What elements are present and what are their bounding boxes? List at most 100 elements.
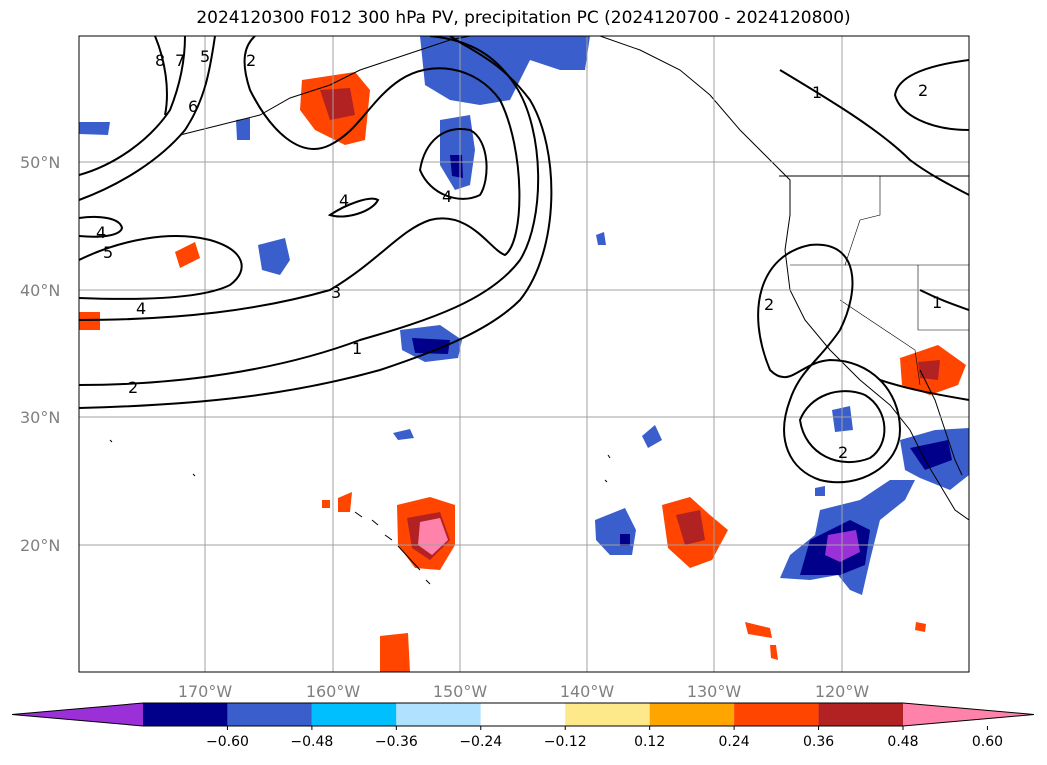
contour-label: 6: [188, 97, 198, 116]
lon-label: 160°W: [306, 682, 361, 701]
contour-label: 1: [932, 293, 942, 312]
precip-blob-negative: [450, 155, 463, 178]
precip-blob-negative: [596, 232, 606, 245]
pv-contour-line: [798, 390, 886, 463]
map-plot-area: 8 7 5 2 6 4 5 4 4 4 3 1 2 1 2 2 2 1: [79, 36, 969, 672]
contour-label: 1: [812, 83, 822, 102]
lat-label: 40°N: [20, 281, 60, 300]
contour-label: 2: [918, 81, 928, 100]
contour-label: 3: [331, 283, 341, 302]
colorbar-outline: [11, 702, 1035, 727]
contour-label: 8: [155, 51, 165, 70]
precip-blob-negative: [440, 115, 475, 190]
contour-label: 4: [96, 223, 106, 242]
pv-contour-line: [79, 36, 186, 176]
precip-blob-negative: [79, 122, 110, 135]
pv-contour-line: [154, 36, 168, 116]
contour-label: 1: [352, 339, 362, 358]
pv-contour-line: [893, 59, 969, 131]
lon-labels: 170°W 160°W 150°W 140°W 130°W 120°W: [178, 682, 870, 701]
contour-label: 4: [339, 191, 349, 210]
precip-blob-negative: [815, 486, 825, 496]
colorbar-tick-label: −0.12: [544, 734, 587, 750]
colorbar-tick-label: 0.48: [887, 734, 918, 750]
pv-contour-line: [879, 379, 969, 401]
colorbar-segment: [565, 703, 650, 726]
pv-contour-labels: 8 7 5 2 6 4 5 4 4 4 3 1 2 1 2 2 2 1: [96, 47, 942, 462]
map-frame: [78, 35, 970, 673]
precip-blob-positive: [338, 492, 352, 512]
pv-contour-line: [79, 36, 216, 201]
precip-blob-positive: [918, 360, 940, 380]
colorbar-tick-label: −0.24: [459, 734, 502, 750]
lon-label: 140°W: [560, 682, 615, 701]
colorbar-segment: [734, 703, 819, 726]
precip-blob-positive: [418, 518, 448, 555]
lat-label: 30°N: [20, 408, 60, 427]
pv-contour-line: [919, 289, 969, 311]
lon-label: 170°W: [178, 682, 233, 701]
precip-blob-negative: [258, 238, 290, 275]
pv-contour-line: [79, 36, 540, 386]
contour-label: 7: [175, 51, 185, 70]
precip-blob-positive: [322, 500, 330, 508]
pv-contour-line: [79, 36, 521, 321]
lon-label: 130°W: [687, 682, 742, 701]
colorbar-tick-label: −0.60: [206, 734, 249, 750]
contour-label: 5: [200, 47, 210, 66]
colorbar-tick-label: 0.24: [719, 734, 750, 750]
pv-contour-line: [779, 69, 969, 196]
lat-labels: 50°N 40°N 30°N 20°N: [20, 153, 60, 555]
colorbar-extend-low: [12, 703, 143, 726]
precip-blob-negative: [393, 429, 414, 440]
pv-contour-line: [79, 215, 124, 238]
contour-label: 2: [128, 378, 138, 397]
colorbar-segment: [143, 703, 228, 726]
precip-blob-negative: [910, 440, 952, 470]
colorbar-tick-label: 0.60: [972, 734, 1003, 750]
precip-blob-positive: [676, 510, 705, 545]
pv-contour-line: [327, 197, 380, 218]
colorbar-tick-label: −0.48: [290, 734, 333, 750]
lat-label: 20°N: [20, 536, 60, 555]
precip-blob-positive: [915, 622, 926, 632]
colorbar-segment: [227, 703, 312, 726]
pv-contour-line: [79, 235, 243, 300]
precip-blob-negative: [620, 534, 630, 546]
colorbar-segment: [649, 703, 735, 726]
precip-blob-positive: [320, 88, 355, 120]
precip-blob-negative: [642, 425, 662, 448]
pv-contour-line: [79, 36, 553, 409]
colorbar-segment: [311, 703, 397, 726]
lon-label: 120°W: [815, 682, 870, 701]
pv-contours: [79, 36, 969, 484]
colorbar: −0.60 −0.48 −0.36 −0.24 −0.12 0.12 0.24 0.36 0.4…: [11, 702, 1035, 750]
precip-blob-positive: [745, 622, 772, 638]
contour-label: 2: [246, 51, 256, 70]
colorbar-segment: [818, 703, 903, 726]
colorbar-tick-label: −0.36: [375, 734, 418, 750]
precip-blob-positive: [79, 312, 100, 330]
pv-contour-line: [757, 243, 902, 484]
precip-blob-negative: [236, 118, 250, 140]
lon-label: 150°W: [433, 682, 488, 701]
contour-label: 5: [103, 243, 113, 262]
colorbar-extend-high: [903, 703, 1034, 726]
contour-label: 2: [764, 295, 774, 314]
precip-blob-positive: [175, 242, 200, 268]
coastlines: [109, 36, 969, 585]
pv-contour-line: [418, 128, 488, 200]
colorbar-segment: [396, 703, 481, 726]
map-title: 2024120300 F012 300 hPa PV, precipitatio…: [196, 8, 851, 28]
precip-blob-positive: [380, 633, 410, 672]
colorbar-tick-label: 0.36: [803, 734, 834, 750]
graticule: [79, 36, 969, 672]
contour-label: 4: [442, 187, 452, 206]
colorbar-segment: [480, 703, 566, 726]
contour-label: 2: [838, 443, 848, 462]
precip-blob-negative: [412, 338, 450, 354]
contour-label: 4: [136, 299, 146, 318]
colorbar-tick-label: 0.12: [634, 734, 665, 750]
precip-blob-positive: [770, 645, 778, 660]
